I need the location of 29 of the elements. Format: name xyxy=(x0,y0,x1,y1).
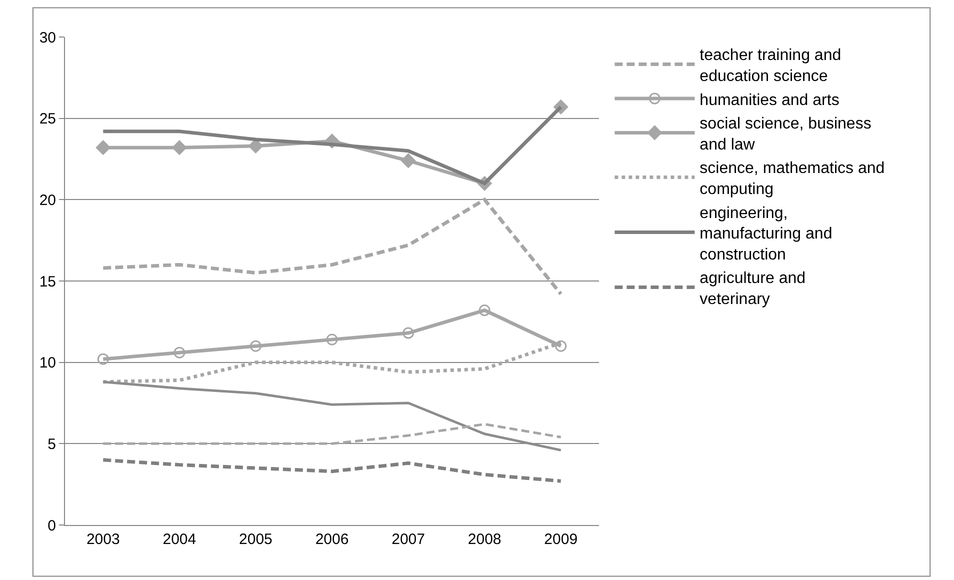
y-tick-label: 10 xyxy=(39,354,56,372)
point xyxy=(250,340,262,352)
point xyxy=(401,153,416,168)
x-tick-label: 2005 xyxy=(239,531,272,548)
line-series xyxy=(102,422,562,445)
y-tick-label: 15 xyxy=(39,273,56,290)
line-series xyxy=(101,458,563,483)
line-series xyxy=(101,198,563,296)
legend-label: humanities and arts xyxy=(700,92,840,109)
x-tick-label: 2009 xyxy=(544,531,578,548)
point xyxy=(555,340,567,352)
y-tick-label: 5 xyxy=(48,436,56,453)
y-tick-label: 0 xyxy=(48,517,56,534)
x-tick-label: 2004 xyxy=(162,531,196,548)
y-tick-label: 30 xyxy=(39,29,56,46)
x-tick-label: 2008 xyxy=(468,531,502,548)
y-tick-label: 25 xyxy=(39,110,56,128)
x-tick-label: 2007 xyxy=(392,531,425,548)
x-tick-label: 2006 xyxy=(315,531,349,548)
x-tick-label: 2003 xyxy=(86,531,120,548)
point xyxy=(96,140,110,155)
point xyxy=(172,140,187,155)
point xyxy=(402,327,414,339)
point xyxy=(326,334,338,346)
y-tick-label: 20 xyxy=(39,192,56,209)
point xyxy=(97,353,109,365)
point xyxy=(174,346,186,358)
legend-label: agriculture and veterinary xyxy=(700,270,806,308)
point xyxy=(478,304,490,316)
